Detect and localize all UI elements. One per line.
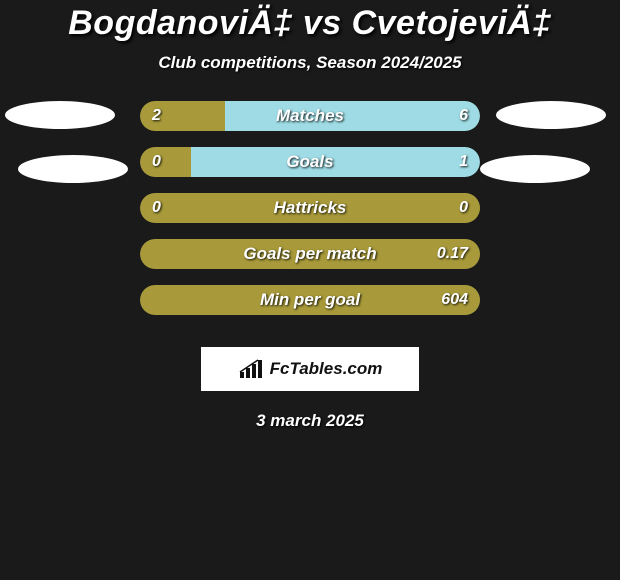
player-ball-icon <box>18 155 128 183</box>
player-ball-icon <box>480 155 590 183</box>
stat-row: Min per goal604 <box>0 285 620 331</box>
bar-left <box>140 239 480 269</box>
bar-left <box>140 147 191 177</box>
brand-chart-icon <box>238 358 264 380</box>
brand-box[interactable]: FcTables.com <box>201 347 419 391</box>
player-ball-icon <box>496 101 606 129</box>
bar-right <box>191 147 480 177</box>
stat-row: Goals per match0.17 <box>0 239 620 285</box>
bar-right <box>225 101 480 131</box>
bar-track <box>140 193 480 223</box>
bar-track <box>140 239 480 269</box>
bar-left <box>140 101 225 131</box>
bar-track <box>140 147 480 177</box>
bar-track <box>140 101 480 131</box>
comparison-card: BogdanoviÄ‡ vs CvetojeviÄ‡ Club competit… <box>0 0 620 431</box>
player-ball-icon <box>5 101 115 129</box>
subtitle: Club competitions, Season 2024/2025 <box>0 53 620 73</box>
bar-left <box>140 285 480 315</box>
page-title: BogdanoviÄ‡ vs CvetojeviÄ‡ <box>0 4 620 43</box>
bar-left <box>140 193 480 223</box>
bar-track <box>140 285 480 315</box>
date-text: 3 march 2025 <box>0 411 620 431</box>
brand-text: FcTables.com <box>270 359 383 379</box>
stats-rows: Matches26Goals01Hattricks00Goals per mat… <box>0 101 620 331</box>
stat-row: Hattricks00 <box>0 193 620 239</box>
